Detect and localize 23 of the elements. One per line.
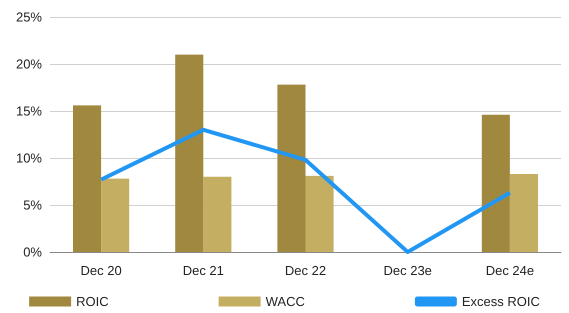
bar <box>510 174 538 252</box>
x-tick-label: Dec 24e <box>486 263 534 278</box>
legend-label: WACC <box>266 294 305 309</box>
bar <box>175 54 204 252</box>
bar <box>482 114 510 252</box>
legend-label: Excess ROIC <box>462 294 540 309</box>
x-tick-label: Dec 23e <box>383 263 432 278</box>
y-tick-label: 0% <box>23 244 42 260</box>
y-tick-label: 20% <box>16 56 42 72</box>
legend-label: ROIC <box>76 294 109 309</box>
y-tick-label: 25% <box>16 10 42 24</box>
line-series <box>99 128 512 254</box>
bar <box>72 105 102 252</box>
x-tick-label: Dec 20 <box>80 263 122 278</box>
x-tick-label: Dec 21 <box>182 263 224 278</box>
y-tick-label: 15% <box>16 104 42 118</box>
bar <box>277 84 306 252</box>
x-tick-label: Dec 22 <box>284 263 326 278</box>
bar <box>306 176 334 252</box>
y-tick-label: 10% <box>16 150 42 166</box>
y-tick-label: 5% <box>23 198 42 212</box>
bar <box>101 178 130 252</box>
bar <box>203 176 232 252</box>
